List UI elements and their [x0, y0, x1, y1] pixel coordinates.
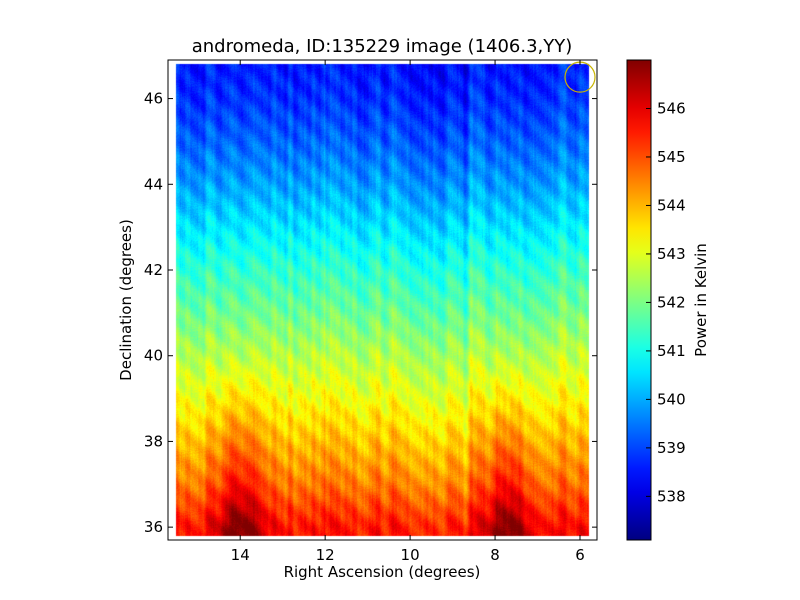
x-tick-label: 10 [401, 546, 420, 564]
colorbar [626, 59, 652, 541]
colorbar-tick-label: 543 [657, 245, 686, 263]
y-tick-label: 40 [144, 347, 163, 365]
colorbar-tick-label: 546 [657, 99, 686, 117]
colorbar-tick-label: 538 [657, 487, 686, 505]
colorbar-label: Power in Kelvin [692, 243, 710, 357]
x-tick-label: 14 [231, 546, 250, 564]
colorbar-tick-label: 540 [657, 390, 686, 408]
colorbar-ticks: 538 539 540 541 542 543 544 545 546 [646, 99, 686, 505]
y-tick-label: 46 [144, 90, 163, 108]
y-tick-label: 44 [144, 175, 163, 193]
x-tick-label: 6 [575, 546, 585, 564]
x-axis-ticks: 14 12 10 8 6 [231, 60, 585, 564]
y-tick-label: 38 [144, 432, 163, 450]
y-tick-label: 42 [144, 261, 163, 279]
colorbar-tick-label: 545 [657, 148, 686, 166]
plot-frame [167, 59, 598, 541]
colorbar-tick-label: 542 [657, 293, 686, 311]
x-axis-label: Right Ascension (degrees) [284, 563, 481, 581]
y-axis-label: Declination (degrees) [117, 219, 135, 381]
heatmap-image [168, 60, 597, 540]
x-tick-label: 12 [316, 546, 335, 564]
chart-title: andromeda, ID:135229 image (1406.3,YY) [192, 36, 573, 57]
y-axis-ticks: 36 38 40 42 44 46 [144, 90, 597, 536]
colorbar-tick-label: 539 [657, 439, 686, 457]
colorbar-tick-label: 541 [657, 342, 686, 360]
y-tick-label: 36 [144, 518, 163, 536]
colorbar-tick-label: 544 [657, 196, 686, 214]
x-tick-label: 8 [490, 546, 500, 564]
